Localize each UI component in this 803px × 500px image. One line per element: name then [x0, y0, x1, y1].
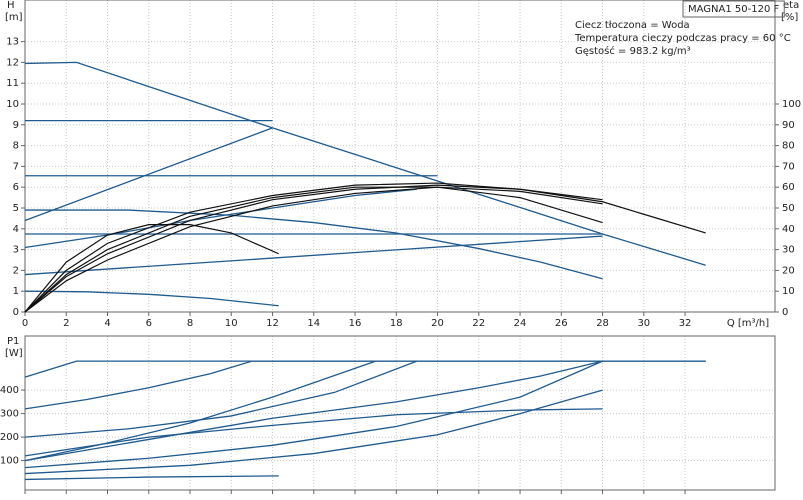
x-tick-label: 30 — [637, 318, 650, 329]
y-tick-label: 100 — [0, 456, 19, 467]
curve — [24, 186, 603, 313]
curve — [24, 360, 603, 469]
y2-tick-label: 90 — [782, 120, 795, 131]
y2-tick-label: 70 — [782, 161, 795, 172]
y-tick-label: 400 — [0, 385, 19, 396]
annotation: Ciecz tłoczona = Woda — [575, 20, 690, 31]
y2-tick-label: 60 — [782, 182, 795, 193]
plot-frame — [24, 335, 776, 491]
curve — [24, 360, 418, 438]
x-tick-label: 28 — [596, 318, 609, 329]
curve — [24, 360, 706, 410]
plot-frame — [24, 0, 776, 313]
title-box — [682, 0, 785, 18]
curve — [24, 235, 603, 276]
x-tick-label: 24 — [514, 318, 527, 329]
y-unit: [m] — [5, 12, 23, 23]
curve — [25, 209, 603, 280]
chart-title: MAGNA1 50-120 F — [688, 4, 780, 15]
curve — [24, 184, 603, 313]
y-tick-label: 9 — [13, 120, 19, 131]
x-tick-label: 8 — [187, 318, 193, 329]
x-tick-label: 20 — [431, 318, 444, 329]
y-unit: [W] — [5, 348, 23, 359]
curve — [24, 224, 279, 313]
curve — [24, 127, 273, 222]
y2-unit: [%] — [781, 12, 798, 23]
curve — [24, 182, 706, 313]
x-tick-label: 32 — [679, 318, 692, 329]
y-label: H — [7, 0, 15, 11]
y2-tick-label: 10 — [782, 286, 795, 297]
x-tick-label: 2 — [63, 318, 69, 329]
x-tick-label: 0 — [22, 318, 28, 329]
y-tick-label: 3 — [13, 245, 19, 256]
y-tick-label: 10 — [6, 99, 19, 110]
x-tick-label: 6 — [146, 318, 152, 329]
x-tick-label: 14 — [307, 318, 320, 329]
y-tick-label: 7 — [13, 161, 19, 172]
y-tick-label: 4 — [13, 224, 19, 235]
curve — [24, 360, 376, 462]
curve — [24, 188, 417, 249]
y-tick-label: 300 — [0, 409, 19, 420]
y-tick-label: 1 — [13, 286, 19, 297]
curve — [24, 408, 603, 457]
y2-tick-label: 100 — [782, 99, 801, 110]
x-tick-label: 26 — [555, 318, 568, 329]
y2-tick-label: 0 — [782, 307, 788, 318]
y-tick-label: 12 — [6, 57, 19, 68]
x-label: Q [m³/h] — [727, 318, 769, 329]
x-tick-label: 22 — [472, 318, 485, 329]
y2-label: eta — [783, 0, 799, 11]
curve — [24, 186, 603, 313]
y-tick-label: 13 — [6, 37, 19, 48]
y2-tick-label: 80 — [782, 141, 795, 152]
x-tick-label: 18 — [390, 318, 403, 329]
curve — [24, 475, 279, 481]
y2-tick-label: 50 — [782, 203, 795, 214]
annotation: Gęstość = 983.2 kg/m³ — [575, 45, 691, 57]
y2-tick-label: 20 — [782, 265, 795, 276]
x-tick-label: 16 — [349, 318, 362, 329]
y-tick-label: 8 — [13, 141, 19, 152]
y-label: P1 — [7, 336, 19, 347]
y-tick-label: 200 — [0, 432, 19, 443]
y2-tick-label: 40 — [782, 224, 795, 235]
curve — [24, 61, 706, 266]
y2-tick-label: 30 — [782, 245, 795, 256]
y-tick-label: 6 — [13, 182, 19, 193]
y-tick-label: 2 — [13, 265, 19, 276]
curve — [24, 360, 603, 462]
y-tick-label: 0 — [13, 307, 19, 318]
x-tick-label: 4 — [104, 318, 110, 329]
annotation: Temperatura cieczy podczas pracy = 60 °C — [574, 33, 791, 44]
y-tick-label: 11 — [6, 78, 19, 89]
x-tick-label: 10 — [225, 318, 238, 329]
x-tick-label: 12 — [266, 318, 279, 329]
curve — [24, 290, 279, 307]
curve — [24, 360, 706, 378]
y-tick-label: 5 — [13, 203, 19, 214]
